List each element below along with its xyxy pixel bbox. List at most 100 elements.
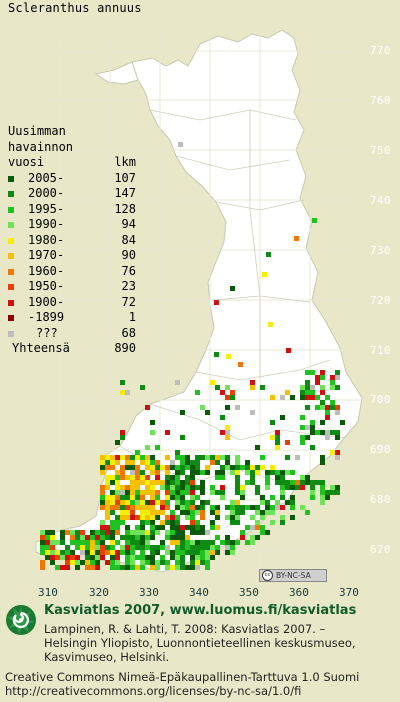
observation-square — [125, 465, 130, 470]
observation-square — [85, 560, 90, 565]
observation-square — [150, 465, 155, 470]
observation-square — [60, 530, 65, 535]
year-legend: Uusimman havainnon vuosi lkm 2005- 107 200… — [8, 124, 136, 357]
observation-square — [140, 565, 145, 570]
observation-square — [145, 520, 150, 525]
observation-square — [140, 540, 145, 545]
legend-row: -1899 1 — [8, 310, 136, 326]
observation-square — [125, 565, 130, 570]
observation-square — [130, 560, 135, 565]
observation-square — [310, 390, 315, 395]
y-tick-label: 700 — [370, 393, 391, 406]
observation-square — [115, 460, 120, 465]
observation-square — [125, 500, 130, 505]
legend-count: 68 — [121, 325, 136, 340]
observation-square — [290, 395, 295, 400]
observation-square — [160, 485, 165, 490]
observation-square — [210, 550, 215, 555]
observation-square — [285, 485, 290, 490]
legend-swatch — [8, 284, 14, 290]
observation-square — [335, 450, 340, 455]
observation-square — [175, 380, 180, 385]
observation-square — [290, 495, 295, 500]
observation-square — [235, 460, 240, 465]
legend-row: 1990- 94 — [8, 217, 136, 233]
species-title: Scleranthus annuus — [8, 1, 142, 15]
observation-square — [110, 475, 115, 480]
observation-square — [285, 470, 290, 475]
observation-square — [120, 535, 125, 540]
observation-square — [155, 515, 160, 520]
observation-square — [180, 465, 185, 470]
legend-row: 2000- 147 — [8, 186, 136, 202]
observation-square — [280, 515, 285, 520]
observation-square — [155, 480, 160, 485]
observation-squares — [40, 142, 345, 570]
observation-square — [270, 465, 275, 470]
observation-square — [200, 525, 205, 530]
observation-square — [225, 435, 230, 440]
observation-square — [140, 505, 145, 510]
observation-square — [110, 490, 115, 495]
observation-square — [40, 560, 45, 565]
observation-square — [190, 460, 195, 465]
observation-square — [115, 475, 120, 480]
observation-square — [145, 510, 150, 515]
observation-square — [300, 440, 305, 445]
observation-square — [330, 430, 335, 435]
observation-square — [185, 550, 190, 555]
observation-square — [330, 490, 335, 495]
observation-square — [145, 405, 150, 410]
footer-reference-line-2: Helsingin Yliopisto, Luonnontieteellinen… — [44, 636, 356, 650]
observation-square — [80, 535, 85, 540]
observation-square — [120, 430, 125, 435]
observation-square — [125, 485, 130, 490]
observation-square — [205, 500, 210, 505]
observation-square — [250, 410, 255, 415]
observation-square — [315, 380, 320, 385]
observation-square — [100, 470, 105, 475]
footer-license-line-2[interactable]: http://creativecommons.org/licenses/by-n… — [5, 684, 302, 698]
observation-square — [125, 530, 130, 535]
observation-square — [185, 510, 190, 515]
observation-square — [195, 460, 200, 465]
observation-square — [245, 540, 250, 545]
observation-square — [200, 550, 205, 555]
observation-square — [150, 560, 155, 565]
observation-square — [155, 460, 160, 465]
observation-square — [90, 560, 95, 565]
observation-square — [215, 510, 220, 515]
observation-square — [230, 540, 235, 545]
observation-square — [210, 490, 215, 495]
observation-square — [130, 475, 135, 480]
observation-square — [100, 490, 105, 495]
legend-count: 128 — [114, 201, 136, 216]
observation-square — [260, 515, 265, 520]
legend-swatch — [8, 237, 14, 244]
observation-square — [255, 535, 260, 540]
observation-square — [210, 380, 215, 385]
footer-reference-line-1: Lampinen, R. & Lahti, T. 2008: Kasviatla… — [44, 622, 326, 636]
observation-square — [170, 525, 175, 530]
observation-square — [45, 540, 50, 545]
observation-square — [175, 495, 180, 500]
observation-square — [225, 540, 230, 545]
observation-square — [310, 485, 315, 490]
observation-square — [130, 465, 135, 470]
observation-square — [70, 550, 75, 555]
observation-square — [335, 410, 340, 415]
observation-square — [65, 550, 70, 555]
observation-square — [175, 555, 180, 560]
observation-square — [295, 480, 300, 485]
observation-square — [130, 545, 135, 550]
observation-square — [295, 485, 300, 490]
observation-square — [60, 555, 65, 560]
cc-license-badge[interactable]: cc BY-NC-SA — [259, 569, 327, 582]
observation-square — [240, 495, 245, 500]
observation-square — [245, 460, 250, 465]
observation-square — [262, 272, 267, 277]
observation-square — [135, 515, 140, 520]
observation-square — [190, 485, 195, 490]
observation-square — [145, 535, 150, 540]
observation-square — [180, 485, 185, 490]
